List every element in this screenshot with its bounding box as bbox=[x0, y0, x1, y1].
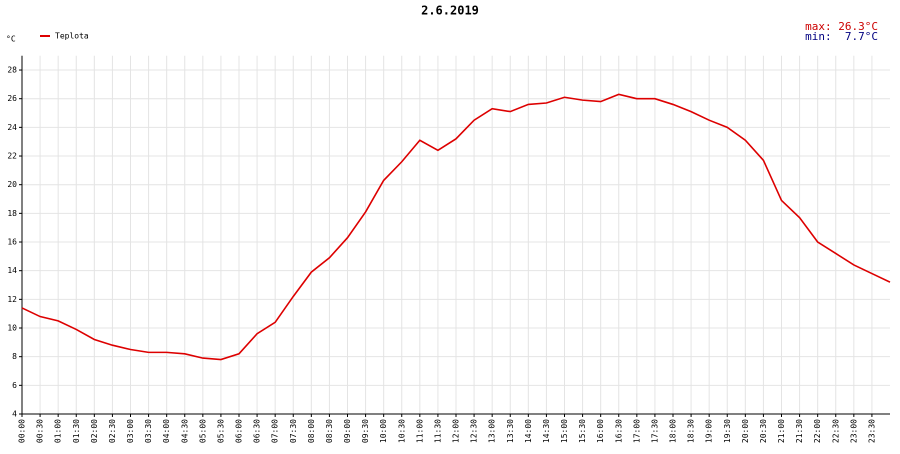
x-tick-label: 07:00 bbox=[271, 419, 280, 443]
x-tick-label: 06:30 bbox=[253, 419, 262, 443]
x-tick-label: 02:00 bbox=[90, 419, 99, 443]
x-tick-label: 13:00 bbox=[488, 419, 497, 443]
x-tick-label: 23:00 bbox=[849, 419, 858, 443]
x-tick-label: 23:30 bbox=[867, 419, 876, 443]
y-tick-label: 6 bbox=[12, 381, 17, 390]
x-tick-label: 14:00 bbox=[524, 419, 533, 443]
x-tick-label: 18:00 bbox=[669, 419, 678, 443]
y-tick-label: 8 bbox=[12, 352, 17, 361]
annotation: max: 26.3°C bbox=[805, 20, 878, 33]
x-tick-label: 06:00 bbox=[235, 419, 244, 443]
y-tick-label: 24 bbox=[7, 123, 17, 132]
x-tick-label: 20:30 bbox=[759, 419, 768, 443]
x-tick-label: 20:00 bbox=[741, 419, 750, 443]
x-tick-label: 21:00 bbox=[777, 419, 786, 443]
y-tick-label: 20 bbox=[7, 180, 17, 189]
x-tick-label: 22:00 bbox=[813, 419, 822, 443]
x-tick-label: 05:30 bbox=[216, 419, 225, 443]
x-tick-label: 09:00 bbox=[343, 419, 352, 443]
chart-title: 2.6.2019 bbox=[421, 4, 479, 18]
x-tick-label: 12:00 bbox=[452, 419, 461, 443]
x-tick-label: 22:30 bbox=[831, 419, 840, 443]
x-tick-label: 18:30 bbox=[687, 419, 696, 443]
x-tick-label: 19:30 bbox=[723, 419, 732, 443]
x-tick-label: 04:30 bbox=[180, 419, 189, 443]
y-tick-label: 14 bbox=[7, 266, 17, 275]
x-tick-label: 17:30 bbox=[650, 419, 659, 443]
y-unit: °C bbox=[6, 35, 16, 44]
x-tick-label: 10:30 bbox=[397, 419, 406, 443]
x-tick-label: 00:30 bbox=[36, 419, 45, 443]
x-tick-label: 08:00 bbox=[307, 419, 316, 443]
y-tick-label: 16 bbox=[7, 238, 17, 247]
y-tick-label: 18 bbox=[7, 209, 17, 218]
x-tick-label: 21:30 bbox=[795, 419, 804, 443]
y-tick-label: 4 bbox=[12, 410, 17, 419]
x-tick-label: 03:30 bbox=[144, 419, 153, 443]
y-tick-label: 12 bbox=[7, 295, 17, 304]
x-tick-label: 00:00 bbox=[18, 419, 27, 443]
x-tick-label: 07:30 bbox=[289, 419, 298, 443]
x-tick-label: 16:30 bbox=[614, 419, 623, 443]
x-tick-label: 09:30 bbox=[361, 419, 370, 443]
x-tick-label: 19:00 bbox=[705, 419, 714, 443]
legend-label: Teplota bbox=[55, 32, 89, 41]
x-tick-label: 16:00 bbox=[596, 419, 605, 443]
x-tick-label: 11:30 bbox=[433, 419, 442, 443]
x-tick-label: 02:30 bbox=[108, 419, 117, 443]
x-tick-label: 15:00 bbox=[560, 419, 569, 443]
x-tick-label: 05:00 bbox=[198, 419, 207, 443]
line bbox=[21, 93, 891, 361]
y-tick-label: 10 bbox=[7, 324, 17, 333]
annotation: min: 7.7°C bbox=[805, 30, 878, 43]
x-tick-label: 01:00 bbox=[54, 419, 63, 443]
x-tick-label: 03:00 bbox=[126, 419, 135, 443]
x-tick-label: 13:30 bbox=[506, 419, 515, 443]
x-tick-label: 14:30 bbox=[542, 419, 551, 443]
x-tick-label: 17:00 bbox=[632, 419, 641, 443]
x-tick-label: 12:30 bbox=[470, 419, 479, 443]
y-tick-label: 22 bbox=[7, 152, 17, 161]
x-tick-label: 08:30 bbox=[325, 419, 334, 443]
y-tick-label: 26 bbox=[7, 94, 17, 103]
x-tick-label: 10:00 bbox=[379, 419, 388, 443]
x-tick-label: 04:00 bbox=[162, 419, 171, 443]
x-tick-label: 01:30 bbox=[72, 419, 81, 443]
x-tick-label: 15:30 bbox=[578, 419, 587, 443]
x-tick-label: 11:00 bbox=[415, 419, 424, 443]
y-tick-label: 28 bbox=[7, 66, 17, 75]
